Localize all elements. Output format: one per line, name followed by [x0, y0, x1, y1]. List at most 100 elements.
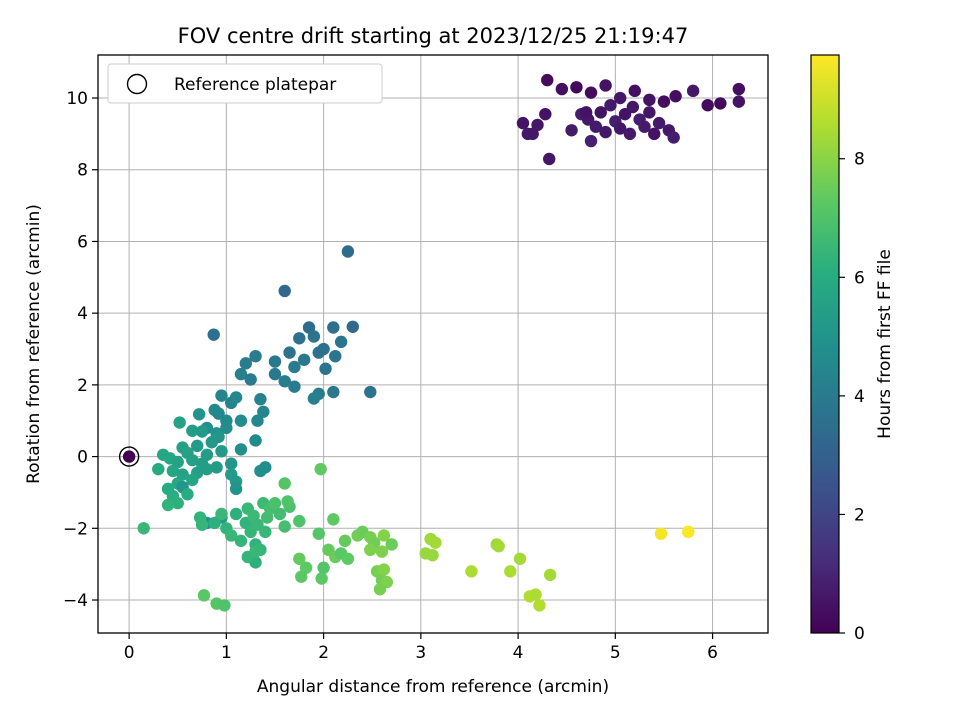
data-point: [329, 349, 342, 363]
data-point: [210, 461, 223, 474]
data-point: [229, 391, 243, 404]
colorbar-gradient: [810, 54, 840, 634]
data-point: [555, 82, 569, 96]
y-tick-label: 2: [77, 376, 88, 396]
data-point: [229, 507, 243, 521]
data-point: [278, 375, 291, 388]
data-point: [190, 439, 204, 453]
data-point: [249, 545, 262, 558]
data-point: [541, 73, 554, 87]
data-point: [249, 349, 262, 363]
data-point: [327, 385, 340, 399]
data-point: [429, 536, 442, 549]
data-point: [281, 495, 294, 508]
data-point: [212, 407, 225, 420]
colorbar-tick-label: 4: [854, 387, 865, 407]
data-point: [234, 534, 248, 548]
colorbar: 0 2 4 6 8 Hours from first FF file: [810, 54, 895, 644]
data-point: [251, 518, 264, 531]
data-point: [225, 529, 238, 542]
data-point: [307, 330, 321, 343]
data-point: [268, 497, 282, 510]
x-tick-label: 3: [415, 643, 426, 663]
data-point: [543, 568, 557, 582]
data-point: [327, 321, 340, 334]
data-point: [623, 127, 637, 141]
data-point: [215, 445, 228, 458]
x-tick-label: 4: [513, 643, 524, 663]
data-point: [288, 380, 301, 393]
reference-point: [122, 450, 136, 463]
data-point: [626, 100, 640, 114]
data-point: [669, 90, 682, 103]
data-point: [215, 507, 228, 521]
data-point: [257, 405, 270, 418]
data-point: [652, 116, 666, 130]
x-axis-label: Angular distance from reference (arcmin): [257, 677, 609, 697]
data-point: [565, 124, 578, 137]
y-tick-label: 6: [77, 232, 88, 252]
data-point: [254, 393, 267, 406]
data-point: [686, 84, 700, 98]
data-point: [373, 583, 387, 596]
data-point: [234, 414, 248, 427]
colorbar-tick-label: 6: [854, 268, 865, 288]
data-point: [259, 461, 272, 474]
data-point: [618, 107, 632, 121]
colorbar-tick-label: 8: [854, 150, 865, 170]
chart-title: FOV centre drift starting at 2023/12/25 …: [178, 24, 689, 48]
data-point: [273, 507, 287, 521]
y-tick-label: 0: [77, 448, 88, 468]
data-point: [225, 457, 238, 470]
data-point: [288, 360, 301, 374]
reference-marker: [118, 446, 140, 467]
data-point: [599, 79, 612, 92]
data-point: [314, 462, 327, 476]
data-point: [638, 120, 651, 133]
data-point: [654, 527, 668, 540]
data-point: [161, 498, 175, 512]
data-point: [319, 362, 332, 375]
data-point: [529, 588, 542, 601]
data-point: [364, 385, 377, 399]
data-point: [594, 106, 607, 119]
data-point: [293, 332, 306, 345]
x-tick-label: 0: [124, 643, 135, 663]
data-point: [278, 477, 291, 490]
data-point: [207, 328, 220, 341]
data-point: [229, 482, 243, 496]
data-point: [195, 518, 209, 531]
data-point: [628, 84, 641, 98]
x-axis-ticks: 0 1 2 3 4 5 6: [124, 633, 718, 663]
y-tick-label: 4: [77, 304, 88, 324]
data-point: [152, 462, 165, 476]
data-point: [171, 497, 184, 510]
x-tick-label: 6: [707, 643, 718, 663]
data-point: [364, 543, 377, 557]
data-point: [234, 367, 248, 381]
data-point: [293, 514, 306, 528]
data-point: [166, 464, 180, 478]
y-tick-label: 8: [77, 161, 88, 181]
data-point: [297, 353, 311, 366]
data-point: [589, 120, 603, 133]
data-point: [643, 106, 656, 119]
data-point: [186, 473, 199, 487]
colorbar-label: Hours from first FF file: [875, 249, 895, 439]
colorbar-tick-label: 0: [854, 624, 865, 644]
data-point: [268, 367, 282, 381]
data-point: [186, 424, 199, 437]
data-point: [377, 529, 391, 542]
data-point: [249, 434, 262, 447]
data-point: [283, 346, 296, 359]
data-point: [732, 82, 746, 96]
data-point: [173, 416, 186, 429]
data-point: [186, 453, 199, 467]
data-point: [579, 106, 593, 119]
plot-frame: [97, 54, 769, 634]
data-point: [315, 572, 328, 585]
y-axis-ticks: −4 −2 0 2 4 6 8 10: [63, 89, 98, 611]
reference-ring: [118, 446, 140, 467]
colorbar-tick-label: 2: [854, 505, 865, 525]
data-point: [234, 443, 248, 456]
